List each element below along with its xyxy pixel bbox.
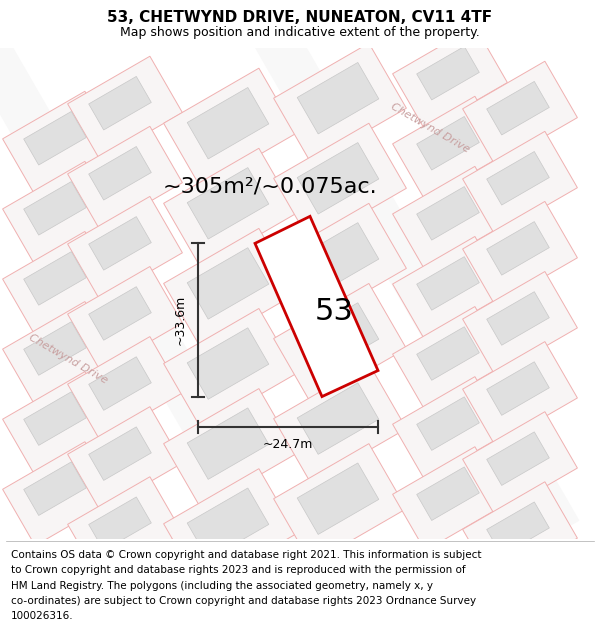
Polygon shape	[463, 482, 577, 586]
Polygon shape	[392, 306, 508, 411]
Polygon shape	[68, 407, 182, 511]
Polygon shape	[68, 337, 182, 441]
Polygon shape	[89, 427, 151, 481]
Polygon shape	[187, 248, 269, 319]
Polygon shape	[416, 46, 479, 100]
Polygon shape	[487, 432, 550, 486]
Polygon shape	[487, 292, 550, 345]
Polygon shape	[274, 284, 406, 404]
Polygon shape	[416, 467, 479, 521]
Polygon shape	[187, 328, 269, 399]
Polygon shape	[2, 91, 118, 195]
Polygon shape	[463, 342, 577, 446]
Polygon shape	[68, 56, 182, 160]
Text: Chetwynd Drive: Chetwynd Drive	[389, 102, 471, 155]
Polygon shape	[68, 477, 182, 581]
Polygon shape	[2, 301, 118, 406]
Polygon shape	[463, 412, 577, 516]
Text: to Crown copyright and database rights 2023 and is reproduced with the permissio: to Crown copyright and database rights 2…	[11, 566, 466, 576]
Polygon shape	[23, 462, 86, 516]
Polygon shape	[164, 228, 296, 349]
Polygon shape	[2, 442, 118, 546]
Polygon shape	[164, 148, 296, 268]
Polygon shape	[297, 463, 379, 534]
Polygon shape	[255, 216, 378, 397]
Polygon shape	[463, 271, 577, 376]
Text: 53: 53	[315, 298, 353, 326]
Polygon shape	[392, 26, 508, 130]
Polygon shape	[23, 392, 86, 446]
Polygon shape	[297, 302, 379, 374]
Polygon shape	[23, 111, 86, 165]
Polygon shape	[187, 488, 269, 559]
Polygon shape	[2, 372, 118, 476]
Polygon shape	[164, 309, 296, 429]
Polygon shape	[416, 327, 479, 380]
Polygon shape	[463, 61, 577, 165]
Polygon shape	[187, 168, 269, 239]
Text: Contains OS data © Crown copyright and database right 2021. This information is : Contains OS data © Crown copyright and d…	[11, 550, 481, 560]
Text: Chetwynd Drive: Chetwynd Drive	[27, 332, 109, 385]
Polygon shape	[487, 151, 550, 205]
Polygon shape	[89, 146, 151, 200]
Polygon shape	[164, 469, 296, 589]
Polygon shape	[463, 201, 577, 306]
Polygon shape	[392, 377, 508, 481]
Polygon shape	[89, 76, 151, 130]
Polygon shape	[463, 131, 577, 235]
Polygon shape	[392, 166, 508, 270]
Text: 53, CHETWYND DRIVE, NUNEATON, CV11 4TF: 53, CHETWYND DRIVE, NUNEATON, CV11 4TF	[107, 9, 493, 24]
Polygon shape	[68, 196, 182, 301]
Polygon shape	[89, 497, 151, 551]
Polygon shape	[187, 88, 269, 159]
Polygon shape	[89, 357, 151, 411]
Polygon shape	[191, 0, 580, 543]
Polygon shape	[23, 181, 86, 235]
Polygon shape	[274, 444, 406, 564]
Polygon shape	[487, 81, 550, 135]
Text: ~305m²/~0.075ac.: ~305m²/~0.075ac.	[163, 176, 377, 196]
Polygon shape	[164, 68, 296, 188]
Polygon shape	[297, 222, 379, 294]
Polygon shape	[0, 24, 349, 625]
Polygon shape	[2, 161, 118, 265]
Polygon shape	[297, 142, 379, 214]
Polygon shape	[487, 362, 550, 416]
Polygon shape	[274, 43, 406, 163]
Polygon shape	[274, 364, 406, 484]
Polygon shape	[164, 389, 296, 509]
Polygon shape	[2, 231, 118, 336]
Text: 100026316.: 100026316.	[11, 611, 73, 621]
Polygon shape	[416, 116, 479, 170]
Polygon shape	[274, 123, 406, 243]
Polygon shape	[297, 62, 379, 134]
Polygon shape	[89, 287, 151, 340]
Text: Map shows position and indicative extent of the property.: Map shows position and indicative extent…	[120, 26, 480, 39]
Polygon shape	[416, 397, 479, 451]
Polygon shape	[68, 126, 182, 230]
Polygon shape	[392, 96, 508, 200]
Polygon shape	[416, 257, 479, 310]
Polygon shape	[89, 217, 151, 270]
Polygon shape	[274, 203, 406, 324]
Polygon shape	[23, 322, 86, 375]
Polygon shape	[187, 408, 269, 479]
Polygon shape	[23, 252, 86, 305]
Polygon shape	[416, 186, 479, 240]
Polygon shape	[297, 383, 379, 454]
Text: HM Land Registry. The polygons (including the associated geometry, namely x, y: HM Land Registry. The polygons (includin…	[11, 581, 433, 591]
Text: co-ordinates) are subject to Crown copyright and database rights 2023 Ordnance S: co-ordinates) are subject to Crown copyr…	[11, 596, 476, 606]
Polygon shape	[487, 502, 550, 556]
Text: ~33.6m: ~33.6m	[173, 295, 187, 345]
Polygon shape	[487, 222, 550, 275]
Polygon shape	[392, 236, 508, 341]
Polygon shape	[68, 266, 182, 371]
Polygon shape	[392, 447, 508, 551]
Text: ~24.7m: ~24.7m	[263, 438, 313, 451]
